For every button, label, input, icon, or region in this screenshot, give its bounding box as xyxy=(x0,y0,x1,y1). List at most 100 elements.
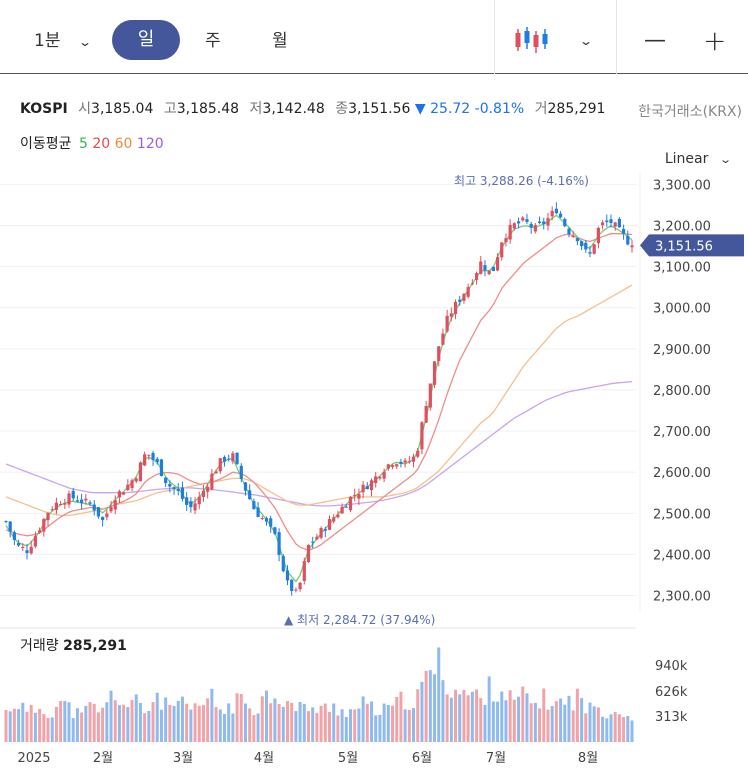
candle-body xyxy=(227,458,231,460)
chart-style-select[interactable]: ⌄ xyxy=(514,0,593,74)
candle-body xyxy=(248,490,252,500)
candle-body xyxy=(8,521,12,532)
candle-body xyxy=(403,460,407,463)
candle-body xyxy=(4,521,8,523)
candle-body xyxy=(12,532,17,540)
volume-bar xyxy=(483,704,487,742)
volume-bar xyxy=(4,710,8,742)
volume-bar xyxy=(441,680,445,742)
volume-bar xyxy=(290,702,294,742)
candle-body xyxy=(59,504,63,506)
low-value: 3,142.48 xyxy=(262,101,325,117)
candle-body xyxy=(218,458,222,472)
volume-bar xyxy=(59,700,63,742)
volume-bar xyxy=(306,711,310,742)
volume-bar xyxy=(626,715,630,742)
volume-bar xyxy=(357,708,361,742)
candle-body xyxy=(491,266,495,271)
volume-bar xyxy=(164,697,168,742)
tab-week[interactable]: 주 xyxy=(205,0,221,74)
volume-bar xyxy=(361,696,365,742)
candle-body xyxy=(420,422,424,450)
x-tick-label: 2025 xyxy=(17,751,50,766)
candle-body xyxy=(126,484,130,491)
candle-body xyxy=(458,299,462,302)
volume-tick-label: 313k xyxy=(655,710,688,725)
candle-body xyxy=(319,527,323,538)
volume-bar xyxy=(12,708,16,742)
tab-month[interactable]: 월 xyxy=(272,0,288,74)
interval-select[interactable]: 1분 ⌄ xyxy=(34,0,92,74)
candle-body xyxy=(302,561,306,581)
candle-body xyxy=(575,238,579,242)
toolbar-divider xyxy=(494,0,495,74)
candle-body xyxy=(579,241,584,247)
zoom-in-button[interactable]: + xyxy=(703,24,727,57)
zoom-out-button[interactable]: — xyxy=(644,28,666,53)
candle-body xyxy=(357,494,361,499)
y-tick-label: 3,100.00 xyxy=(653,261,711,276)
volume-bar xyxy=(601,716,605,742)
candle-body xyxy=(567,228,571,235)
volume-bar xyxy=(75,708,79,742)
close-value: 3,151.56 xyxy=(348,101,411,117)
scale-mode-select[interactable]: Linear ⌄ xyxy=(665,151,732,167)
volume-bar xyxy=(159,709,163,742)
change-percent: -0.81% xyxy=(474,101,525,117)
tab-day[interactable]: 일 xyxy=(112,20,180,60)
volume-bar xyxy=(504,700,508,742)
volume-bar xyxy=(277,704,281,742)
candle-body xyxy=(189,501,193,508)
moving-average-legend[interactable]: 이동평균 5 20 60 120 xyxy=(20,133,164,153)
volume-bar xyxy=(328,711,332,742)
candle-body xyxy=(159,459,164,477)
close-label: 종 xyxy=(335,101,349,117)
volume-bar xyxy=(248,708,252,742)
candle-body xyxy=(395,464,399,467)
ma-legend-label: 이동평균 xyxy=(20,136,72,152)
candle-body xyxy=(512,223,516,229)
y-tick-label: 2,800.00 xyxy=(653,384,711,399)
volume-bar xyxy=(605,718,609,742)
volume-bar xyxy=(63,701,67,742)
candle-body xyxy=(521,217,525,221)
volume-tick-label: 940k xyxy=(655,659,688,674)
candle-body xyxy=(256,507,260,517)
volume-bar xyxy=(374,715,378,742)
volume-bar xyxy=(17,709,21,742)
volume-bar xyxy=(382,703,386,742)
candle-body xyxy=(172,487,176,489)
ma60-label: 60 xyxy=(114,136,133,152)
volume-bar xyxy=(554,701,558,742)
candle-body xyxy=(214,471,218,474)
candle-body xyxy=(504,238,508,243)
y-tick-label: 2,900.00 xyxy=(653,343,711,358)
volume-bar xyxy=(391,705,395,742)
volume-bar xyxy=(454,689,458,742)
exchange-name: 한국거래소(KRX) xyxy=(638,104,742,120)
candle-body xyxy=(201,490,206,498)
candle-body xyxy=(487,270,491,275)
x-tick-label: 4월 xyxy=(254,751,274,766)
volume-bar xyxy=(269,703,273,742)
candle-body xyxy=(529,223,533,228)
candle-body xyxy=(558,213,563,218)
candle-body xyxy=(105,513,109,518)
candle-body xyxy=(25,550,29,554)
y-tick-label: 2,300.00 xyxy=(653,590,711,605)
candle-body xyxy=(109,506,113,512)
volume-bar xyxy=(210,688,214,742)
candle-body xyxy=(411,456,416,462)
candle-body xyxy=(550,210,554,217)
candle-body xyxy=(588,252,592,254)
volume-bar xyxy=(168,704,172,742)
volume-bar xyxy=(218,709,222,742)
tab-month-label: 월 xyxy=(272,31,288,51)
ma20-label: 20 xyxy=(92,136,111,152)
candle-body xyxy=(340,506,344,514)
candle-body xyxy=(101,516,105,520)
candle-body xyxy=(348,496,353,511)
candlestick-icon xyxy=(515,27,548,53)
volume-bar xyxy=(588,702,592,742)
